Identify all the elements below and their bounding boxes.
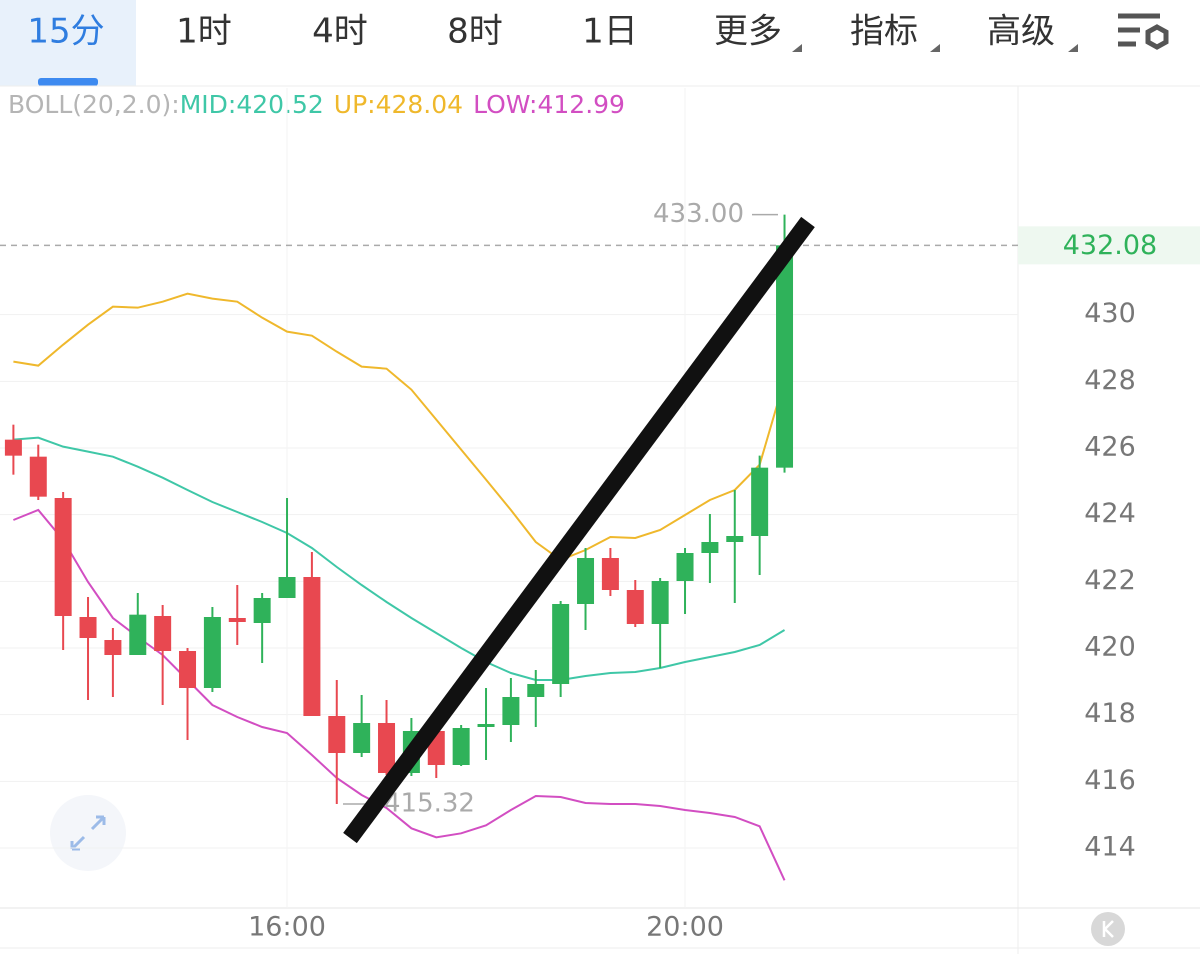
candle-body — [29, 456, 47, 497]
candle-body — [776, 245, 794, 468]
tab[interactable]: 15分 — [27, 12, 104, 52]
scroll-left-button[interactable] — [1091, 912, 1125, 946]
last-price-label: 432.08 — [1063, 230, 1157, 261]
tab[interactable]: 指标 — [850, 12, 918, 52]
scroll-left-icon — [1102, 920, 1114, 938]
candle-body — [179, 651, 197, 688]
candle-body — [303, 577, 321, 716]
y-tick-label: 414 — [1084, 832, 1136, 863]
y-tick-label: 428 — [1084, 365, 1136, 396]
candle-body — [502, 697, 520, 725]
candle-body — [228, 618, 246, 622]
candle-body — [353, 723, 371, 753]
candle-body — [626, 590, 644, 624]
candle-body — [79, 617, 97, 638]
tab[interactable]: 4时 — [312, 12, 368, 52]
drawn-trend-stroke — [343, 216, 815, 844]
y-tick-label: 426 — [1084, 432, 1136, 463]
candle-body — [203, 617, 221, 688]
candle-body — [253, 598, 271, 623]
candle-body — [154, 616, 172, 651]
legend-entry: LOW:412.99 — [473, 90, 625, 119]
y-tick-label: 430 — [1084, 298, 1136, 329]
y-tick-label: 418 — [1084, 698, 1136, 729]
active-tab-indicator — [38, 78, 98, 86]
candle-body — [328, 716, 346, 753]
boll-line — [13, 436, 786, 681]
last-price-bg — [1018, 226, 1200, 265]
y-tick-label: 422 — [1084, 565, 1136, 596]
tab[interactable]: 更多 — [714, 12, 782, 52]
boll-line — [13, 508, 786, 881]
active-tab-bg — [0, 0, 136, 86]
settings-icon[interactable] — [1118, 13, 1169, 50]
candle-body — [651, 581, 669, 624]
candle-body — [104, 640, 122, 655]
candle-body — [527, 684, 545, 697]
candle-body — [601, 558, 619, 590]
x-tick-label: 20:00 — [646, 912, 724, 943]
candle-body — [4, 439, 22, 456]
candle-body — [577, 558, 595, 604]
candle-body — [378, 723, 396, 773]
legend-entry: UP:428.04 — [334, 90, 463, 119]
legend: BOLL(20,2.0):MID:420.52 UP:428.04 LOW:412.… — [8, 90, 625, 119]
x-tick-label: 16:00 — [248, 912, 326, 943]
candle-body — [701, 542, 719, 553]
candle-body — [278, 577, 296, 598]
expand-button[interactable] — [50, 795, 126, 871]
dropdown-arrows — [792, 44, 1078, 52]
legend-entry: MID:420.52 — [180, 90, 324, 119]
max-label: 433.00 — [653, 199, 744, 229]
y-tick-label: 416 — [1084, 765, 1136, 796]
legend-entry: BOLL(20,2.0): — [8, 90, 180, 119]
tab[interactable]: 高级 — [987, 12, 1055, 52]
candle-body — [129, 614, 147, 655]
candle-body — [676, 553, 694, 581]
candle-body — [726, 536, 744, 542]
tab[interactable]: 1日 — [582, 12, 638, 52]
y-tick-label: 420 — [1084, 632, 1136, 663]
candle-body — [452, 728, 470, 765]
candle-body — [54, 498, 72, 616]
min-label: 415.32 — [384, 789, 475, 819]
boll-line — [13, 292, 786, 562]
candle-body — [751, 467, 769, 536]
candle-body — [477, 724, 495, 727]
tab[interactable]: 1时 — [176, 12, 232, 52]
tab[interactable]: 8时 — [447, 12, 503, 52]
expand-icon — [70, 815, 106, 851]
y-tick-label: 424 — [1084, 498, 1136, 529]
candle-body — [552, 604, 570, 684]
